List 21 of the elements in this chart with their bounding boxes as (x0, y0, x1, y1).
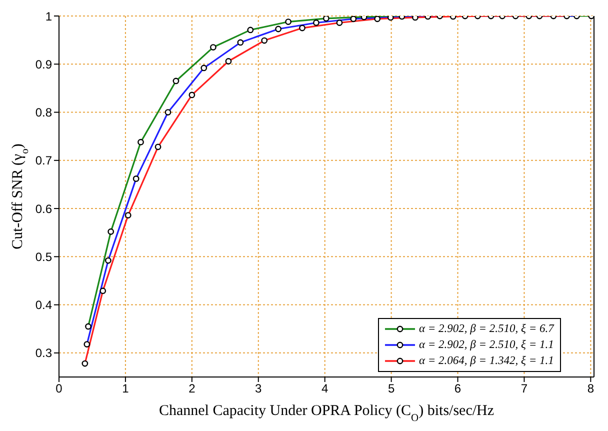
x-tick-label: 3 (255, 382, 262, 396)
legend-label: α = 2.902, β = 2.510, ξ = 1.1 (419, 339, 554, 351)
x-axis-title: Channel Capacity Under OPRA Policy (C$_{O}$) bits/sec/Hz (158, 403, 494, 424)
x-tick-label: 1 (122, 382, 130, 396)
y-tick-label: 1 (45, 9, 52, 24)
y-tick-label: 0.9 (35, 57, 52, 72)
y-tick-label: 0.7 (35, 154, 52, 168)
legend-label: α = 2.064, β = 1.342, ξ = 1.1 (419, 355, 554, 367)
y-tick-label: 0.5 (35, 250, 52, 264)
x-tick-label: 0 (56, 382, 63, 396)
x-tick-label: 2 (188, 382, 196, 396)
y-tick-label: 0.8 (35, 106, 52, 120)
y-tick-label: 0.4 (35, 298, 52, 312)
x-tick-label: 4 (321, 382, 328, 396)
y-tick-label: 0.6 (35, 202, 52, 216)
x-tick-label: 8 (587, 382, 594, 396)
y-tick-label: 0.3 (35, 346, 52, 360)
legend-label: α = 2.902, β = 2.510, ξ = 6.7 (419, 323, 554, 335)
x-tick-label: 6 (454, 382, 462, 396)
x-tick-label: 7 (520, 382, 528, 396)
x-tick-label: 5 (388, 382, 395, 396)
